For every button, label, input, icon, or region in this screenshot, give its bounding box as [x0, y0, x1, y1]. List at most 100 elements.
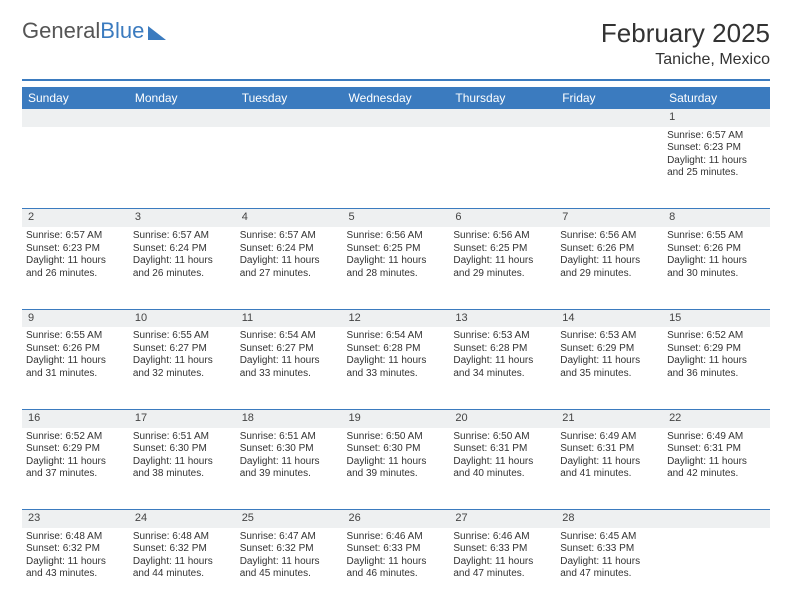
day-detail-cell — [236, 127, 343, 209]
day-detail-cell: Sunrise: 6:52 AMSunset: 6:29 PMDaylight:… — [22, 428, 129, 510]
daylight-line: Daylight: 11 hours and 26 minutes. — [26, 255, 125, 280]
day-number-cell: 22 — [663, 409, 770, 427]
location-label: Taniche, Mexico — [601, 51, 770, 69]
day-number-cell: 1 — [663, 109, 770, 127]
day-number-cell: 27 — [449, 510, 556, 528]
daylight-line: Daylight: 11 hours and 39 minutes. — [347, 456, 446, 481]
day-header: Sunday — [22, 87, 129, 109]
sunset-line: Sunset: 6:31 PM — [453, 443, 552, 456]
sunset-line: Sunset: 6:27 PM — [240, 343, 339, 356]
daylight-line: Daylight: 11 hours and 31 minutes. — [26, 355, 125, 380]
daylight-line: Daylight: 11 hours and 35 minutes. — [560, 355, 659, 380]
day-detail-cell — [449, 127, 556, 209]
sunset-line: Sunset: 6:24 PM — [240, 243, 339, 256]
logo: GeneralBlue — [22, 18, 166, 44]
day-number-cell: 10 — [129, 309, 236, 327]
sunrise-line: Sunrise: 6:46 AM — [453, 531, 552, 544]
day-number-cell: 24 — [129, 510, 236, 528]
day-number-cell: 7 — [556, 209, 663, 227]
daylight-line: Daylight: 11 hours and 45 minutes. — [240, 556, 339, 581]
daylight-line: Daylight: 11 hours and 43 minutes. — [26, 556, 125, 581]
sunset-line: Sunset: 6:27 PM — [133, 343, 232, 356]
day-detail-cell: Sunrise: 6:57 AMSunset: 6:23 PMDaylight:… — [22, 227, 129, 309]
day-header-row: Sunday Monday Tuesday Wednesday Thursday… — [22, 87, 770, 109]
day-header: Thursday — [449, 87, 556, 109]
week-detail-row: Sunrise: 6:48 AMSunset: 6:32 PMDaylight:… — [22, 528, 770, 610]
sunset-line: Sunset: 6:30 PM — [133, 443, 232, 456]
day-number-cell — [343, 109, 450, 127]
sunrise-line: Sunrise: 6:49 AM — [667, 431, 766, 444]
day-number-cell: 14 — [556, 309, 663, 327]
sunrise-line: Sunrise: 6:49 AM — [560, 431, 659, 444]
week-detail-row: Sunrise: 6:52 AMSunset: 6:29 PM Daylight:… — [22, 428, 770, 510]
sunset-line: Sunset: 6:32 PM — [240, 543, 339, 556]
week-daynum-row: 232425262728 — [22, 510, 770, 528]
sunrise-line: Sunrise: 6:52 AM — [26, 431, 125, 444]
day-detail-cell — [129, 127, 236, 209]
day-number-cell: 23 — [22, 510, 129, 528]
sunrise-line: Sunrise: 6:57 AM — [26, 230, 125, 243]
day-number-cell: 17 — [129, 409, 236, 427]
day-detail-cell: Sunrise: 6:57 AMSunset: 6:24 PMDaylight:… — [129, 227, 236, 309]
day-detail-cell: Sunrise: 6:50 AMSunset: 6:30 PMDaylight:… — [343, 428, 450, 510]
day-number-cell: 3 — [129, 209, 236, 227]
sunrise-line: Sunrise: 6:52 AM — [667, 330, 766, 343]
day-detail-cell: Sunrise: 6:51 AMSunset: 6:30 PMDaylight:… — [236, 428, 343, 510]
daylight-line: Daylight: 11 hours and 39 minutes. — [240, 456, 339, 481]
sunrise-line: Sunrise: 6:47 AM — [240, 531, 339, 544]
sunset-line: Sunset: 6:23 PM — [26, 243, 125, 256]
day-number-cell: 15 — [663, 309, 770, 327]
sunrise-line: Sunrise: 6:54 AM — [240, 330, 339, 343]
sunrise-line: Sunrise: 6:54 AM — [347, 330, 446, 343]
sunrise-line: Sunrise: 6:57 AM — [667, 130, 766, 143]
sunset-line: Sunset: 6:25 PM — [347, 243, 446, 256]
calendar-table: Sunday Monday Tuesday Wednesday Thursday… — [22, 87, 770, 610]
page-header: GeneralBlue February 2025 Taniche, Mexic… — [22, 18, 770, 69]
sunset-line: Sunset: 6:26 PM — [560, 243, 659, 256]
sunset-line: Sunset: 6:33 PM — [560, 543, 659, 556]
day-detail-cell: Sunrise: 6:45 AMSunset: 6:33 PMDaylight:… — [556, 528, 663, 610]
sunrise-line: Sunrise: 6:45 AM — [560, 531, 659, 544]
day-number-cell: 8 — [663, 209, 770, 227]
header-rule — [22, 79, 770, 81]
sunset-line: Sunset: 6:25 PM — [453, 243, 552, 256]
sunset-line: Sunset: 6:30 PM — [347, 443, 446, 456]
day-detail-cell: Sunrise: 6:55 AMSunset: 6:26 PMDaylight:… — [663, 227, 770, 309]
day-detail-cell: Sunrise: 6:53 AMSunset: 6:29 PMDaylight:… — [556, 327, 663, 409]
sunset-line: Sunset: 6:26 PM — [26, 343, 125, 356]
daylight-line: Daylight: 11 hours and 25 minutes. — [667, 155, 766, 180]
daylight-line: Daylight: 11 hours and 41 minutes. — [560, 456, 659, 481]
day-number-cell: 4 — [236, 209, 343, 227]
sunrise-line: Sunrise: 6:55 AM — [26, 330, 125, 343]
sunrise-line: Sunrise: 6:55 AM — [133, 330, 232, 343]
sunrise-line: Sunrise: 6:55 AM — [667, 230, 766, 243]
sunset-line: Sunset: 6:29 PM — [667, 343, 766, 356]
sunset-line: Sunset: 6:29 PM — [560, 343, 659, 356]
day-number-cell: 21 — [556, 409, 663, 427]
day-header: Wednesday — [343, 87, 450, 109]
sunrise-line: Sunrise: 6:57 AM — [240, 230, 339, 243]
day-number-cell: 9 — [22, 309, 129, 327]
daylight-line: Daylight: 11 hours and 30 minutes. — [667, 255, 766, 280]
week-detail-row: Sunrise: 6:55 AMSunset: 6:26 PMDaylight:… — [22, 327, 770, 409]
daylight-line: Daylight: 11 hours and 29 minutes. — [453, 255, 552, 280]
day-detail-cell: Sunrise: 6:53 AMSunset: 6:28 PMDaylight:… — [449, 327, 556, 409]
sunrise-line: Sunrise: 6:46 AM — [347, 531, 446, 544]
day-number-cell: 16 — [22, 409, 129, 427]
day-number-cell: 5 — [343, 209, 450, 227]
day-detail-cell: Sunrise: 6:55 AMSunset: 6:26 PMDaylight:… — [22, 327, 129, 409]
day-number-cell: 18 — [236, 409, 343, 427]
daylight-line: Daylight: 11 hours and 28 minutes. — [347, 255, 446, 280]
logo-word1: General — [22, 18, 100, 43]
daylight-line: Daylight: 11 hours and 38 minutes. — [133, 456, 232, 481]
daylight-line: Daylight: 11 hours and 40 minutes. — [453, 456, 552, 481]
day-detail-cell: Sunrise: 6:49 AMSunset: 6:31 PMDaylight:… — [556, 428, 663, 510]
sunset-line: Sunset: 6:29 PM — [26, 443, 125, 456]
sunrise-line: Sunrise: 6:50 AM — [453, 431, 552, 444]
sunset-line: Sunset: 6:31 PM — [667, 443, 766, 456]
day-detail-cell: Sunrise: 6:48 AMSunset: 6:32 PMDaylight:… — [129, 528, 236, 610]
daylight-line: Daylight: 11 hours and 29 minutes. — [560, 255, 659, 280]
sunrise-line: Sunrise: 6:48 AM — [133, 531, 232, 544]
week-daynum-row: 2345678 — [22, 209, 770, 227]
day-detail-cell — [22, 127, 129, 209]
